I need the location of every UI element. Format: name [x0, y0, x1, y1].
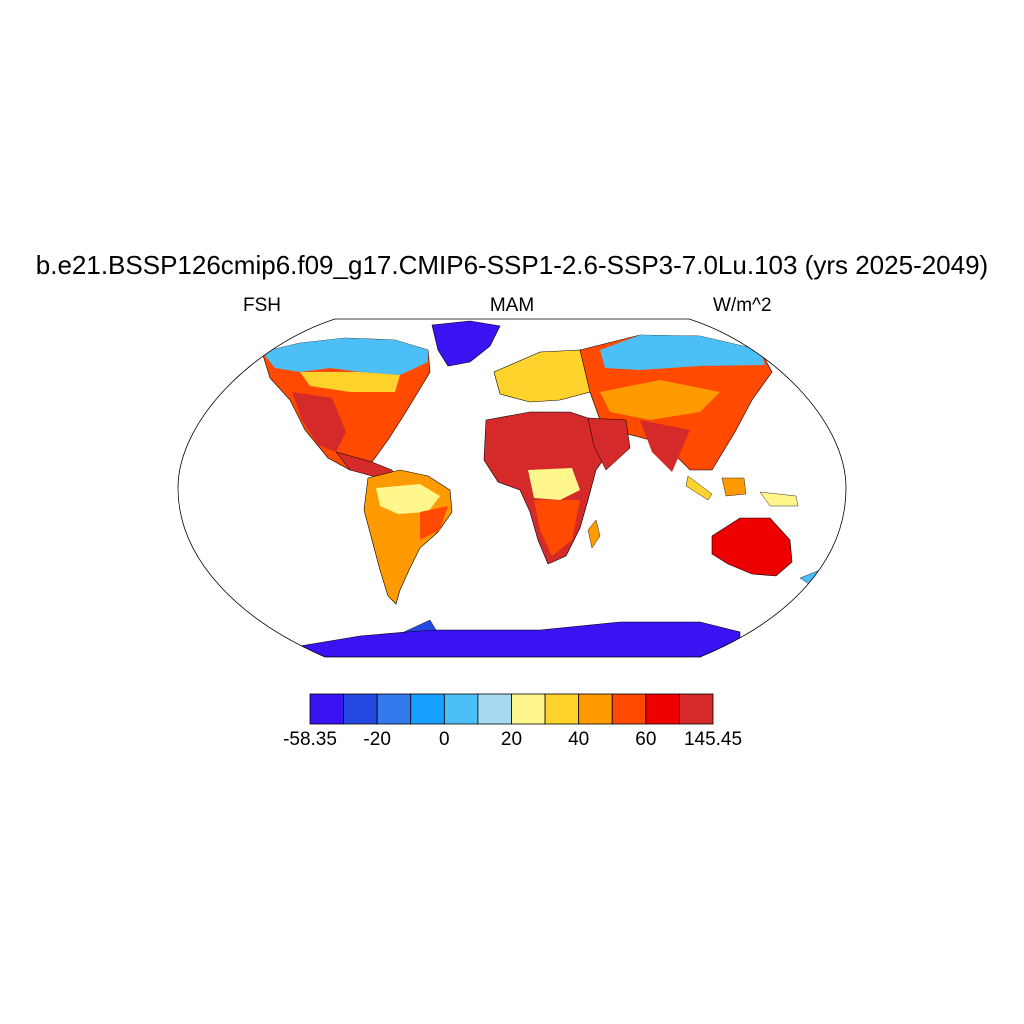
south-asia-region [640, 420, 690, 472]
colorbar-swatch [645, 693, 680, 725]
central-asia-region [600, 380, 720, 420]
southern-africa-region [534, 500, 580, 556]
canada-shield-region [300, 372, 400, 392]
land-shading [261, 320, 821, 657]
colorbar-tick-label: 0 [439, 729, 450, 750]
map-title: b.e21.BSSP126cmip6.f09_g17.CMIP6-SSP1-2.… [35, 250, 989, 280]
antarctic-peninsula-region [403, 619, 437, 633]
us-southwest-region [292, 392, 346, 452]
australia-region [711, 517, 793, 577]
arabia-region [587, 417, 631, 471]
madagascar-region [587, 519, 601, 549]
units-label: W/m^2 [713, 295, 772, 316]
colorbar-tick-label: 40 [568, 729, 590, 750]
siberia-region [600, 335, 765, 370]
colorbar-swatch [343, 693, 378, 725]
colorbar-swatch [679, 693, 714, 725]
east-brazil-region [420, 506, 448, 540]
season-label: MAM [489, 295, 535, 316]
variable-label: FSH [243, 295, 281, 316]
borneo-region [721, 477, 747, 497]
map-border [177, 318, 847, 658]
colorbar-swatch [578, 693, 613, 725]
new-guinea-region [759, 491, 799, 507]
greenland-region [431, 320, 501, 367]
colorbar [309, 693, 714, 725]
colorbar-tick-label: 20 [500, 729, 523, 750]
canada-region [262, 338, 428, 375]
colorbar-tick-label: 145.45 [683, 729, 743, 750]
colorbar-tick-label: -20 [363, 729, 391, 750]
colorbar-tick-label: -58.35 [283, 729, 337, 750]
sumatra-region [685, 475, 713, 501]
central-africa-region [528, 468, 580, 500]
colorbar-swatch [376, 693, 412, 725]
colorbar-swatch [443, 693, 479, 725]
colorbar-swatch [544, 693, 580, 725]
colorbar-swatch [477, 693, 512, 725]
colorbar-tick-label: 60 [635, 729, 657, 750]
amazon-region [376, 484, 440, 514]
antarctica-region [299, 621, 741, 657]
colorbar-swatch [511, 693, 546, 725]
colorbar-swatch [611, 693, 647, 725]
colorbar-swatch [309, 693, 344, 725]
colorbar-swatch [410, 693, 445, 725]
